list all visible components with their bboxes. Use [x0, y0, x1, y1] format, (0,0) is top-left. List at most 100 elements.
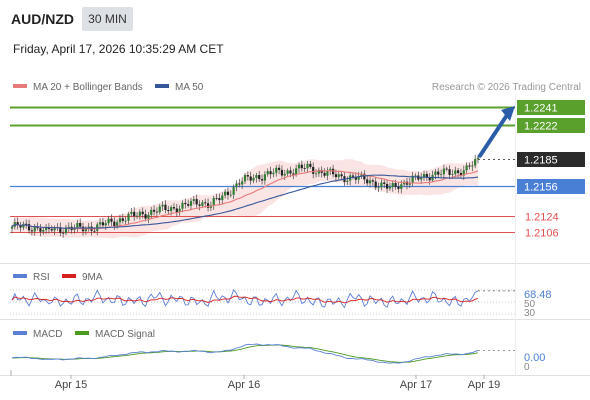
x-tick-label: Apr 15 [55, 379, 87, 391]
candles [10, 154, 480, 238]
level-badge-1.2185 [517, 152, 585, 167]
candle-body [300, 164, 303, 169]
candle-body [260, 179, 264, 181]
candle-body [155, 211, 159, 213]
x-tick-label: Apr 19 [468, 379, 500, 391]
ma20-line [11, 170, 479, 230]
level-badge-1.2156 [517, 179, 585, 194]
candle-body [161, 204, 164, 207]
ma50-legend-swatch [155, 84, 169, 88]
candle-body [181, 202, 184, 209]
candle-body [280, 169, 284, 176]
candle-body [323, 172, 326, 176]
ma20-legend-swatch [13, 84, 27, 88]
candle-body [354, 176, 357, 180]
candle-body [172, 207, 176, 209]
candle-body [385, 183, 389, 189]
candle-body [459, 172, 463, 176]
candle-body [275, 167, 278, 173]
timeframe-badge[interactable]: 30 MIN [88, 12, 127, 26]
macd-plot [11, 343, 515, 364]
candle-body [380, 182, 383, 188]
candle-body [44, 227, 48, 231]
rsi-ma-line [11, 295, 479, 304]
candle-body [471, 165, 474, 167]
candle-body [101, 222, 105, 226]
candle-body [98, 222, 102, 225]
candle-body [448, 169, 451, 175]
candle-body [266, 171, 269, 175]
candle-body [462, 170, 465, 176]
candle-body [331, 168, 335, 175]
candle-body [414, 175, 417, 177]
candle-body [113, 221, 116, 226]
candle-body [346, 180, 349, 182]
candle-body [465, 165, 468, 171]
candle-body [400, 184, 403, 189]
candle-body [272, 172, 275, 175]
candle-body [25, 223, 28, 225]
candle-body [212, 197, 215, 206]
candle-body [167, 210, 170, 212]
candle-body [238, 183, 241, 185]
macd-line [11, 343, 479, 364]
candle-body [144, 214, 147, 219]
candle-body [138, 211, 141, 216]
candle-body [118, 218, 122, 223]
bollinger-band [12, 155, 478, 239]
candle-body [39, 228, 42, 232]
candle-body [371, 180, 374, 182]
level-label-1.2156: 1.2156 [524, 182, 558, 194]
candle-body [170, 207, 173, 212]
ma20-legend-label: MA 20 + Bollinger Bands [33, 82, 143, 93]
candle-body [326, 171, 329, 176]
candle-body [337, 174, 340, 178]
candle-body [175, 208, 178, 213]
candle-body [229, 194, 232, 196]
candle-body [232, 187, 235, 195]
candle-body [445, 168, 448, 170]
candle-body [263, 174, 266, 181]
candle-body [195, 199, 198, 205]
candle-body [241, 181, 244, 185]
candle-body [79, 222, 82, 227]
candle-body [198, 204, 201, 206]
candle-body [309, 163, 312, 167]
candle-body [50, 229, 53, 231]
candle-body [164, 204, 167, 211]
level-label-1.2241: 1.2241 [524, 103, 558, 115]
candle-body [62, 232, 65, 234]
candle-body [107, 218, 110, 224]
macd-signal-line [11, 344, 479, 363]
candle-body [104, 223, 107, 226]
candle-body [158, 206, 161, 213]
candle-body [363, 173, 366, 180]
candle-body [422, 173, 426, 178]
candle-body [297, 164, 301, 169]
candle-body [269, 171, 272, 175]
candle-body [255, 175, 258, 178]
candle-body [226, 191, 230, 195]
candle-body [53, 227, 56, 231]
candle-body [152, 209, 156, 212]
candle-body [141, 211, 144, 215]
macd-legend-swatch [13, 331, 27, 335]
candle-body [454, 170, 457, 175]
candle-body [221, 195, 224, 201]
rsi-legend-label: RSI [33, 272, 50, 283]
rsi-ma-legend-swatch [62, 274, 76, 278]
rsi-tick-50: 50 [524, 299, 536, 310]
candle-body [218, 198, 221, 201]
candle-body [366, 179, 369, 184]
rsi-plot [10, 288, 515, 315]
x-tick-label: Apr 17 [400, 379, 432, 391]
rsi-ma-legend-label: 9MA [82, 272, 103, 283]
macd-last-value: 0.00 [524, 352, 545, 364]
candle-body [340, 174, 343, 177]
candle-body [360, 173, 363, 177]
candle-body [425, 173, 428, 178]
candle-body [476, 157, 480, 160]
candle-body [252, 177, 255, 181]
candle-body [312, 166, 315, 174]
